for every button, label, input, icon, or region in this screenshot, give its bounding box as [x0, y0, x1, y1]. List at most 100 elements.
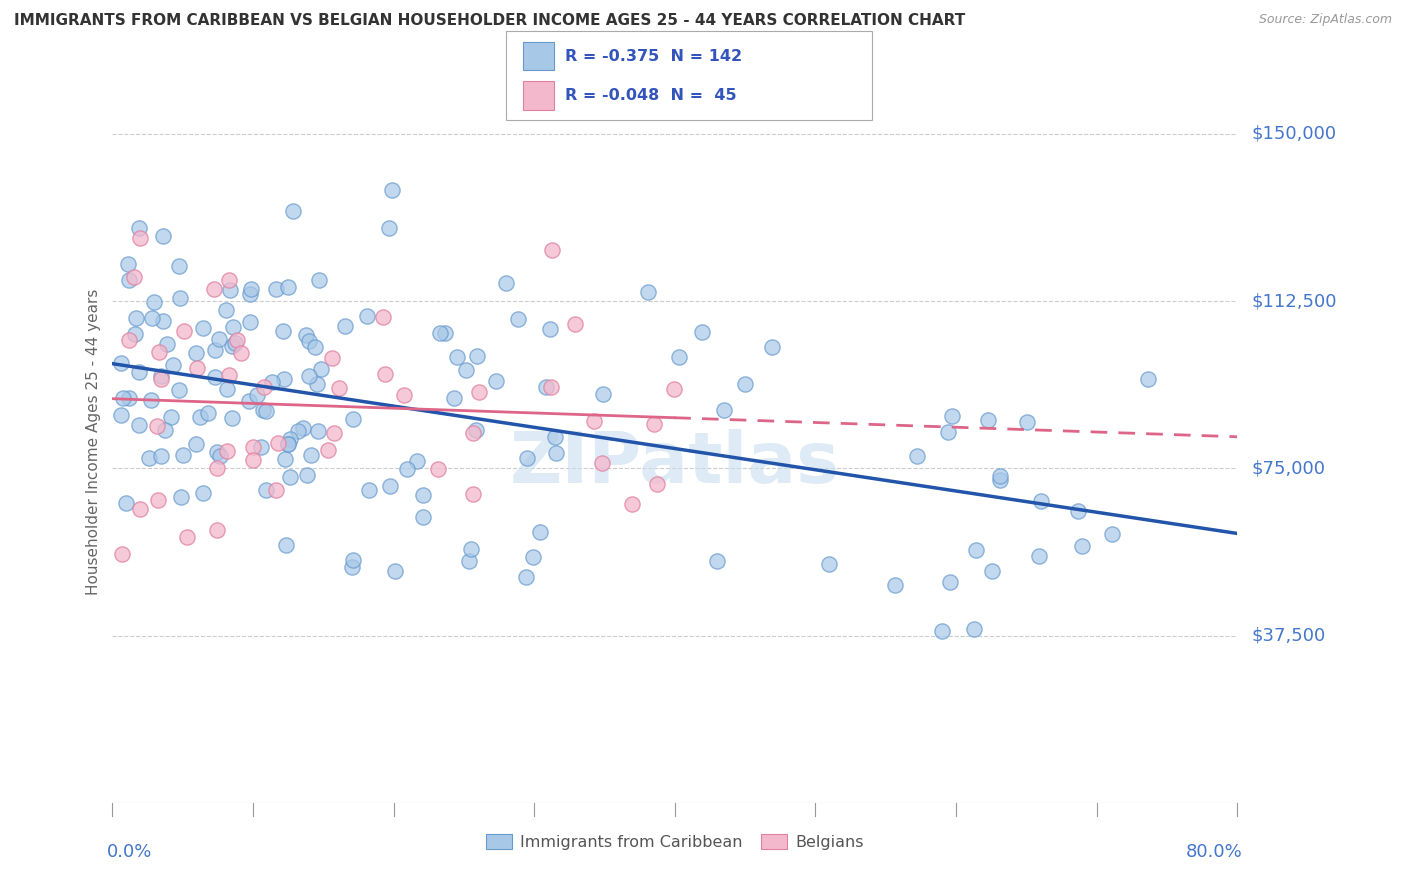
Point: [173, 324, 195, 338]
Point: [374, 367, 396, 381]
Point: [221, 320, 243, 334]
Point: [122, 269, 145, 284]
Point: [138, 451, 160, 466]
Point: [988, 468, 1011, 483]
Point: [291, 421, 314, 435]
Point: [434, 326, 457, 340]
Point: [1066, 504, 1088, 518]
Point: [620, 497, 643, 511]
Point: [647, 477, 669, 491]
Point: [281, 204, 304, 219]
Point: [637, 285, 659, 299]
Point: [252, 402, 274, 417]
Point: [328, 381, 350, 395]
Point: [224, 335, 246, 350]
Point: [713, 402, 735, 417]
Point: [931, 624, 953, 639]
Point: [167, 260, 190, 274]
Point: [1101, 527, 1123, 541]
Point: [215, 444, 238, 458]
Point: [356, 309, 378, 323]
Point: [516, 451, 538, 466]
Point: [150, 369, 173, 384]
Point: [316, 443, 339, 458]
Point: [443, 391, 465, 405]
Point: [202, 282, 225, 296]
Point: [110, 356, 132, 370]
Text: IMMIGRANTS FROM CARIBBEAN VS BELGIAN HOUSEHOLDER INCOME AGES 25 - 44 YEARS CORRE: IMMIGRANTS FROM CARIBBEAN VS BELGIAN HOU…: [14, 13, 966, 29]
Point: [295, 467, 318, 482]
Point: [426, 462, 449, 476]
Text: $37,500: $37,500: [1251, 626, 1326, 645]
Point: [381, 183, 404, 197]
Point: [963, 622, 986, 636]
Text: Source: ZipAtlas.com: Source: ZipAtlas.com: [1258, 13, 1392, 27]
Point: [307, 424, 329, 438]
Point: [186, 346, 208, 360]
Point: [141, 311, 163, 326]
Point: [153, 423, 176, 437]
Point: [225, 333, 247, 347]
Point: [124, 327, 146, 342]
Point: [128, 221, 150, 235]
Point: [544, 446, 567, 460]
Point: [169, 291, 191, 305]
Point: [643, 417, 665, 431]
Point: [405, 454, 427, 468]
Point: [149, 371, 172, 385]
Point: [152, 313, 174, 327]
Point: [193, 486, 215, 500]
Point: [298, 368, 321, 383]
Point: [266, 282, 288, 296]
Point: [204, 370, 226, 384]
Point: [186, 437, 208, 451]
Point: [150, 449, 173, 463]
Point: [124, 310, 146, 325]
Point: [146, 492, 169, 507]
Point: [981, 564, 1004, 578]
Point: [298, 334, 321, 348]
Point: [534, 379, 557, 393]
Point: [359, 483, 381, 497]
Point: [277, 436, 299, 450]
Point: [485, 374, 508, 388]
Point: [167, 383, 190, 397]
Point: [146, 419, 169, 434]
Point: [299, 448, 322, 462]
Point: [692, 325, 714, 339]
Point: [884, 578, 907, 592]
Point: [215, 382, 238, 396]
Point: [495, 276, 517, 290]
Point: [1028, 549, 1050, 563]
Point: [205, 461, 228, 475]
Text: $112,500: $112,500: [1251, 292, 1337, 310]
Point: [242, 440, 264, 454]
Point: [965, 542, 987, 557]
Point: [188, 410, 211, 425]
Point: [162, 358, 184, 372]
Point: [254, 483, 277, 497]
Point: [215, 303, 238, 318]
Point: [245, 388, 267, 402]
Point: [204, 343, 226, 358]
Point: [218, 368, 240, 383]
Point: [378, 479, 401, 493]
Text: $75,000: $75,000: [1251, 459, 1326, 477]
Point: [205, 523, 228, 537]
Point: [260, 375, 283, 389]
Point: [818, 557, 841, 571]
Point: [591, 456, 613, 470]
Point: [115, 496, 138, 510]
Point: [111, 547, 134, 561]
Text: R = -0.048  N =  45: R = -0.048 N = 45: [565, 88, 737, 103]
Point: [429, 326, 451, 341]
Point: [118, 333, 141, 347]
Point: [392, 388, 415, 402]
Point: [465, 423, 488, 437]
Point: [384, 564, 406, 578]
Point: [110, 408, 132, 422]
Point: [373, 310, 395, 325]
Point: [172, 448, 194, 462]
Point: [111, 391, 134, 405]
Point: [231, 346, 253, 360]
